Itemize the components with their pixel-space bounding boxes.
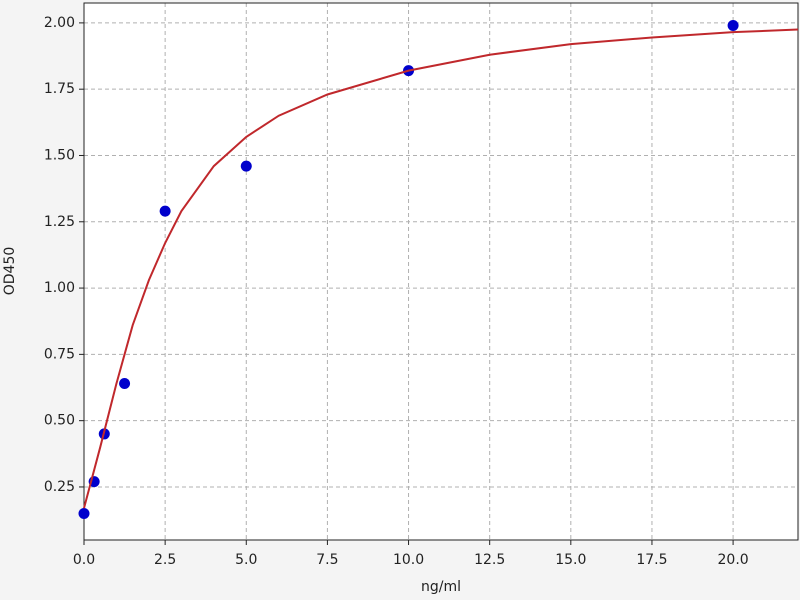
x-tick-label: 10.0 xyxy=(393,552,424,568)
x-tick-label: 7.5 xyxy=(316,552,338,568)
x-tick-label: 2.5 xyxy=(154,552,176,568)
data-point xyxy=(727,20,739,32)
x-tick-label: 0.0 xyxy=(73,552,95,568)
data-point xyxy=(119,378,131,390)
y-tick-label: 1.25 xyxy=(44,214,75,230)
plot-area xyxy=(84,3,798,540)
y-tick-label: 0.50 xyxy=(44,413,75,429)
data-point xyxy=(240,160,252,172)
y-tick-label: 1.75 xyxy=(44,81,75,97)
y-axis-label: OD450 xyxy=(2,247,18,296)
x-tick-label: 17.5 xyxy=(636,552,667,568)
y-tick-label: 0.25 xyxy=(44,479,75,495)
y-tick-label: 2.00 xyxy=(44,15,75,31)
axes-frame xyxy=(83,2,799,541)
x-axis-label: ng/ml xyxy=(421,579,461,595)
y-tick-label: 1.00 xyxy=(44,280,75,296)
x-tick-label: 15.0 xyxy=(555,552,586,568)
y-tick-label: 0.75 xyxy=(44,346,75,362)
x-tick-label: 20.0 xyxy=(718,552,749,568)
fit-curve xyxy=(83,28,799,509)
data-point xyxy=(159,205,171,217)
data-point xyxy=(78,507,90,519)
x-tick-label: 12.5 xyxy=(474,552,505,568)
x-tick-label: 5.0 xyxy=(235,552,257,568)
y-tick-label: 1.50 xyxy=(44,147,75,163)
